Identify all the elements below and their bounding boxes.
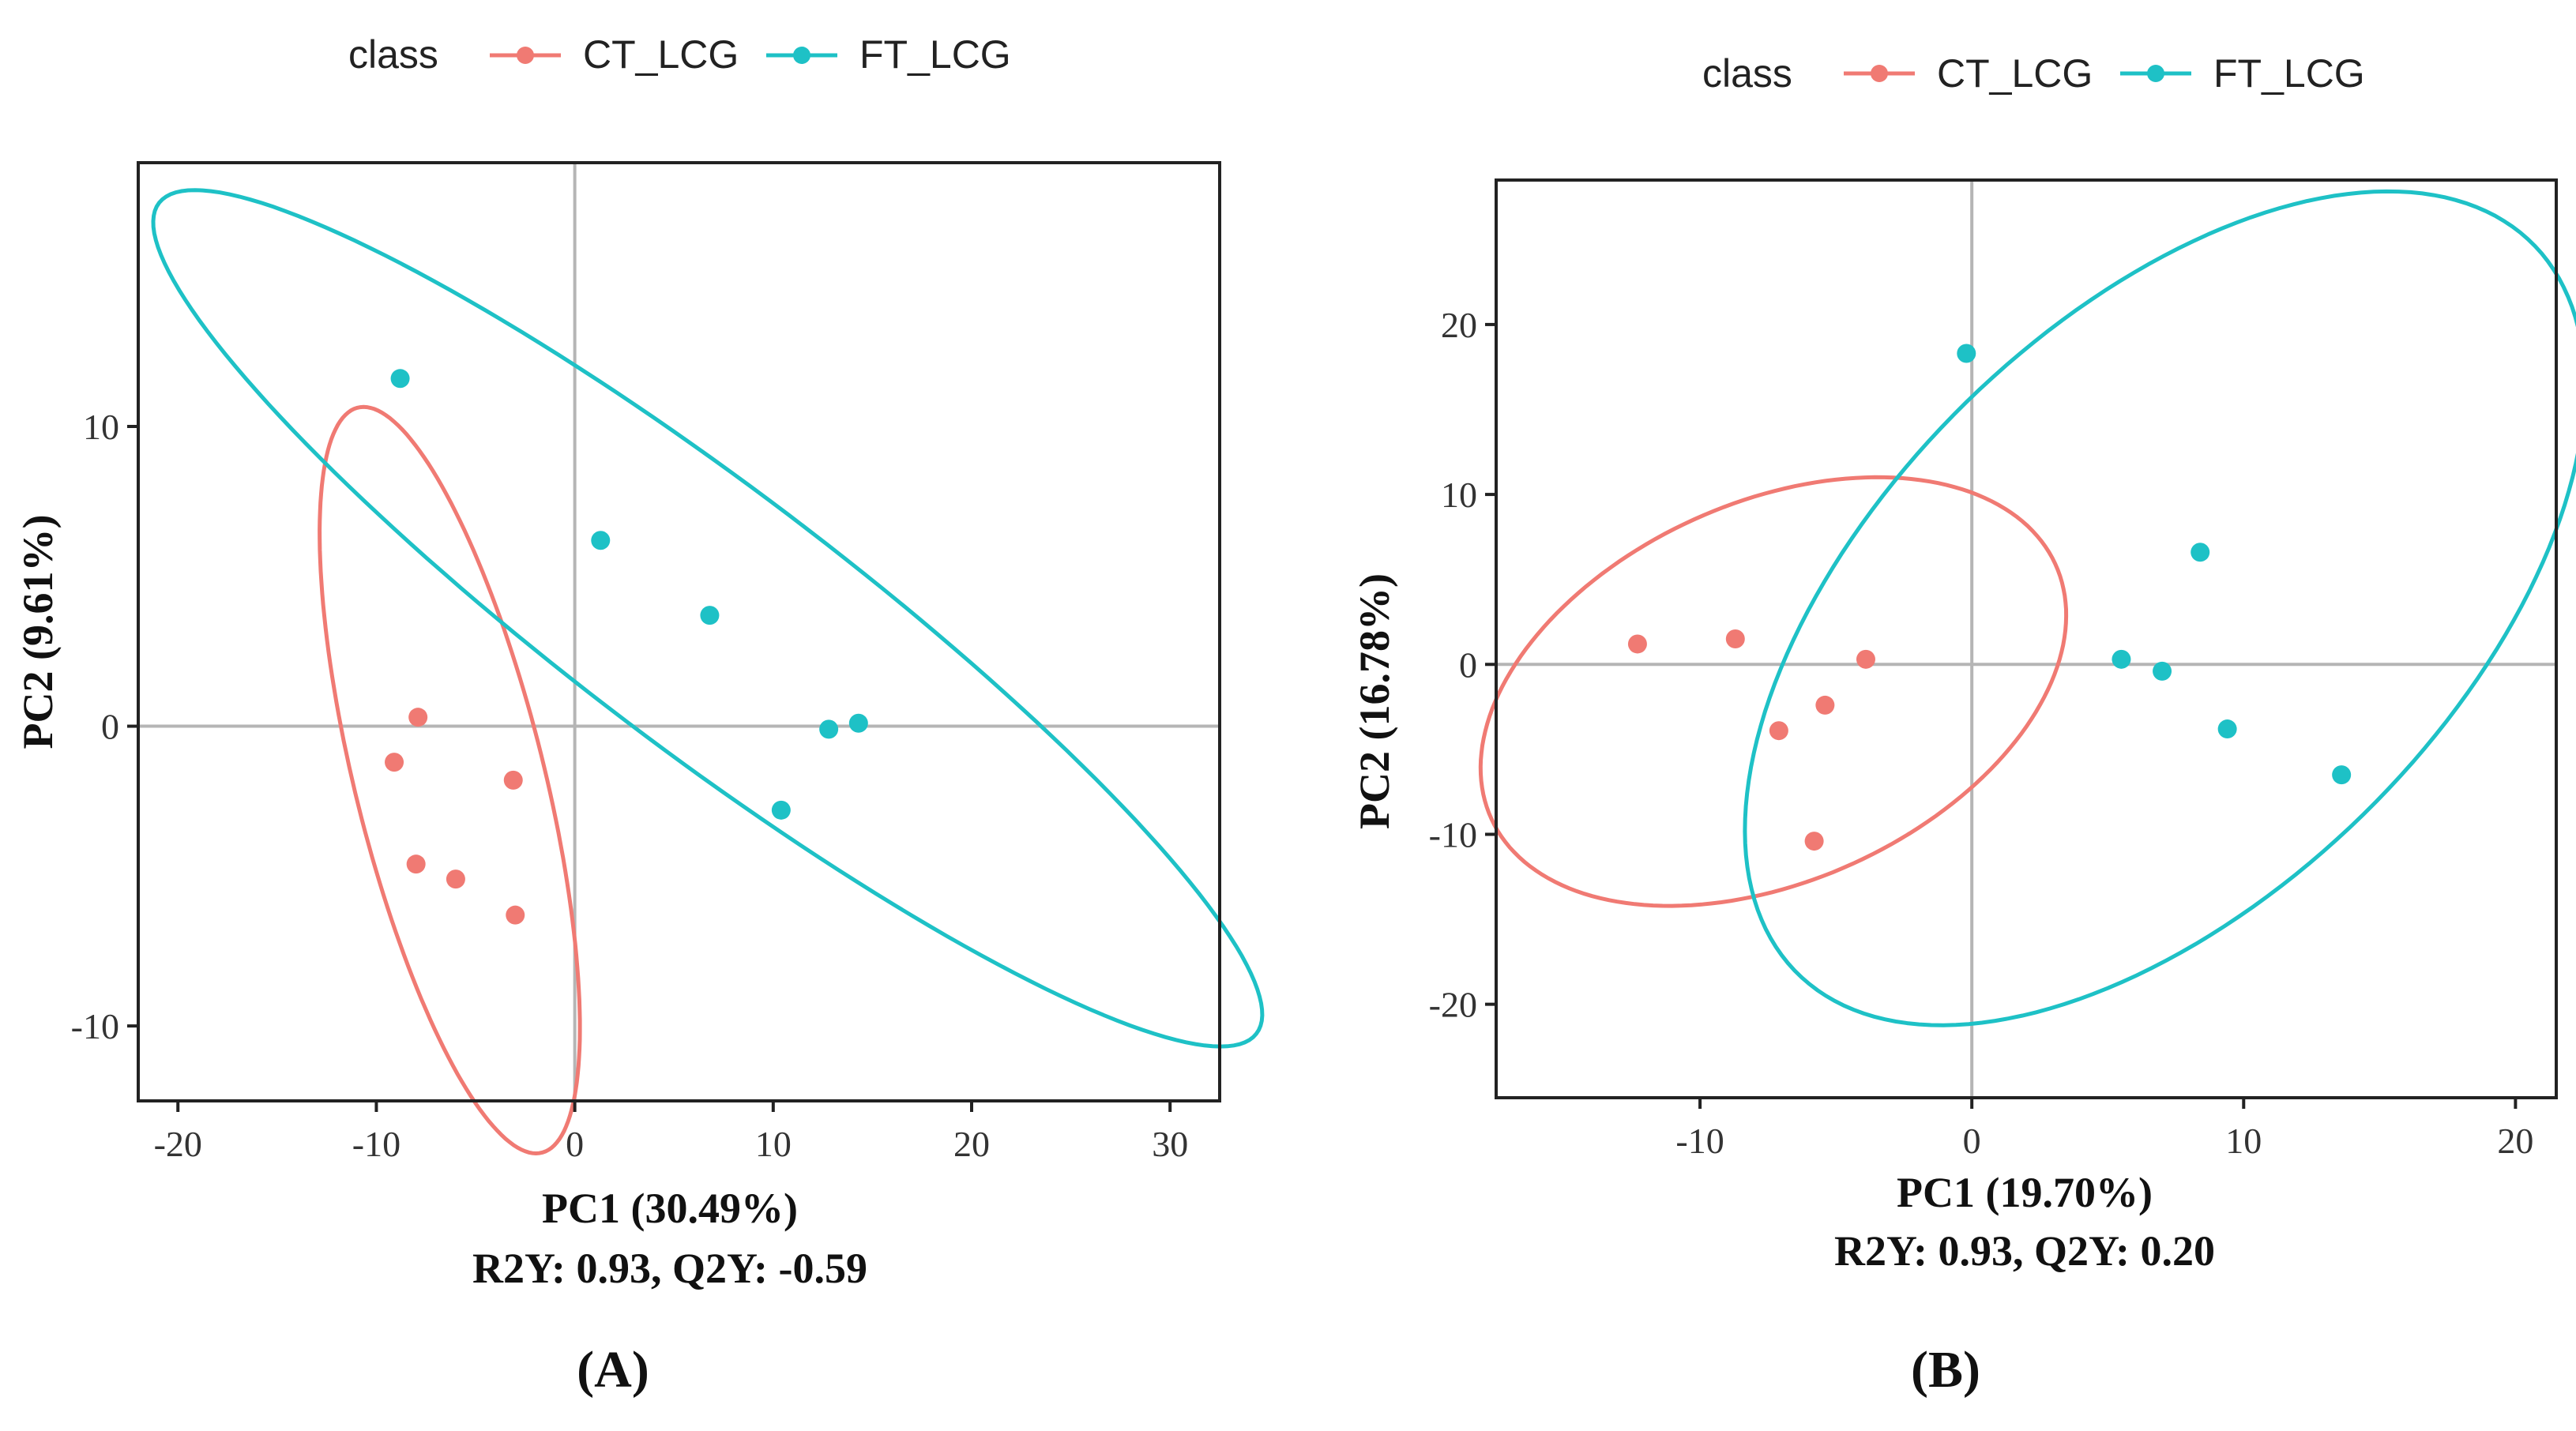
panel-b-x-tick-label: 20 (2497, 1121, 2533, 1161)
panel-a-plot-area: -20 -10 0 10 20 30 -10 0 10 (71, 161, 1265, 1164)
panel-b-x-axis-label: PC1 (19.70%) (1897, 1169, 2153, 1216)
panel-a-legend: class CT_LCG FT_LCG (348, 32, 1011, 77)
panel-a-legend-ft-label: FT_LCG (859, 32, 1011, 77)
panel-a-point-ct-lcg-4 (406, 854, 426, 874)
panel-a-x-tick-label: 10 (755, 1124, 792, 1164)
panel-b-y-tick-label: -20 (1429, 985, 1477, 1025)
panel-a-x-tick-label: 0 (566, 1124, 584, 1164)
panel-a-point-ft-lcg-4 (819, 719, 839, 739)
panel-a-x-tick-label: -10 (352, 1124, 401, 1164)
panel-a-y-tick-label: -10 (71, 1006, 119, 1046)
panel-a-x-tick-label: 20 (953, 1124, 990, 1164)
panel-b-legend-ft-marker (2147, 65, 2164, 82)
panel-b-legend-title: class (1702, 51, 1792, 96)
panel-a-x-axis-label: PC1 (30.49%) (542, 1185, 798, 1232)
panel-b-plot-frame (1495, 178, 2558, 1099)
panel-a-plot-frame (137, 161, 1221, 1102)
panel-b-y-tick-label: 0 (1459, 644, 1477, 685)
panel-a-point-ct-lcg-2 (385, 753, 404, 772)
panel-b-legend-ct-marker (1871, 65, 1888, 82)
panel-b-ellipse-ft-lcg (1743, 189, 2576, 1027)
panel-b-point-ct-lcg-1 (1627, 634, 1647, 654)
panel-b-caption: (B) (1911, 1341, 1980, 1399)
panel-a-point-ct-lcg-3 (503, 770, 523, 790)
panel-a-x-tick-label: -20 (154, 1124, 202, 1164)
panel-b-x-tick-label: -10 (1675, 1121, 1724, 1161)
panel-a-ellipse-ft-lcg (151, 188, 1265, 1049)
panel-b-legend-ct-label: CT_LCG (1937, 51, 2093, 96)
panel-a-point-ft-lcg-2 (591, 531, 611, 550)
panel-b-caption-letter: B (1928, 1341, 1963, 1399)
panel-b-y-axis-label: PC2 (16.78%) (1351, 573, 1398, 829)
panel-a-y-tick-label: 10 (83, 407, 119, 447)
panel-a-point-ft-lcg-6 (771, 800, 791, 820)
panel-b-point-ft-lcg-5 (2217, 719, 2237, 739)
panel-a-point-ct-lcg-5 (446, 869, 465, 889)
panel-b-y-tick-label: -10 (1429, 814, 1477, 854)
panel-b-x-tick-label: 0 (1963, 1121, 1981, 1161)
panel-b-point-ct-lcg-2 (1725, 629, 1745, 648)
panel-b-point-ct-lcg-3 (1856, 649, 1875, 669)
panel-a-y-tick-label: 0 (101, 707, 119, 747)
panel-b-ellipse-ct-lcg (1478, 475, 2069, 908)
panel-b-point-ft-lcg-4 (2153, 661, 2172, 681)
panel-a-point-ft-lcg-1 (390, 369, 410, 389)
panel-a-caption-letter: A (594, 1341, 632, 1399)
panel-a-y-axis-label: PC2 (9.61%) (14, 515, 62, 749)
panel-a: class CT_LCG FT_LCG -20 -10 0 10 20 30 -10 0 10… (14, 32, 1265, 1399)
panel-b-point-ct-lcg-5 (1769, 721, 1788, 741)
panel-a-caption: (A) (577, 1341, 649, 1399)
panel-b: class CT_LCG FT_LCG -10 0 10 20 -20 -10 0 10 20… (1351, 51, 2576, 1399)
panel-a-x-tick-label: 30 (1152, 1124, 1188, 1164)
panel-b-legend: class CT_LCG FT_LCG (1702, 51, 2365, 96)
panel-a-point-ft-lcg-5 (848, 713, 868, 733)
panel-b-point-ft-lcg-6 (2332, 765, 2352, 785)
panel-a-legend-ct-label: CT_LCG (583, 32, 739, 77)
panel-a-legend-ct-marker (517, 47, 534, 64)
panel-b-y-tick-label: 10 (1441, 475, 1477, 515)
panel-a-point-ct-lcg-6 (506, 905, 525, 925)
panel-b-y-tick-label: 20 (1441, 305, 1477, 345)
panel-b-metrics: R2Y: 0.93, Q2Y: 0.20 (1834, 1227, 2215, 1275)
panel-a-legend-ft-marker (793, 47, 810, 64)
panel-a-ellipse-ct-lcg (318, 404, 582, 1156)
panel-b-point-ft-lcg-2 (2191, 543, 2210, 562)
panel-b-x-tick-label: 10 (2225, 1121, 2262, 1161)
panel-a-legend-title: class (348, 32, 438, 77)
panel-a-point-ft-lcg-3 (700, 606, 720, 625)
panel-b-legend-ft-label: FT_LCG (2213, 51, 2365, 96)
panel-a-point-ct-lcg-1 (408, 708, 428, 727)
panel-b-point-ft-lcg-1 (1957, 344, 1976, 363)
panel-b-point-ft-lcg-3 (2112, 649, 2131, 669)
panel-b-point-ct-lcg-4 (1815, 695, 1835, 715)
panel-a-metrics: R2Y: 0.93, Q2Y: -0.59 (472, 1245, 867, 1292)
panel-b-plot-area: -10 0 10 20 -20 -10 0 10 20 (1429, 178, 2576, 1161)
panel-b-point-ct-lcg-6 (1804, 832, 1824, 851)
